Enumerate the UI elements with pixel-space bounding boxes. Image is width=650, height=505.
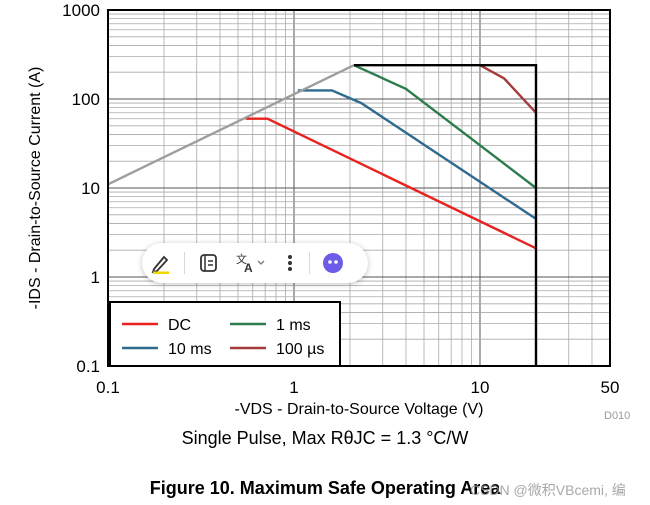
y-axis-label: -IDS - Drain-to-Source Current (A) bbox=[27, 67, 44, 310]
x-tick-label: 1 bbox=[289, 378, 298, 397]
y-tick-label: 1000 bbox=[62, 1, 100, 20]
legend-label: DC bbox=[168, 317, 191, 334]
floating-toolbar: 文 A bbox=[142, 243, 368, 283]
translate-icon: 文 A bbox=[236, 252, 265, 274]
legend-label: 100 µs bbox=[276, 341, 324, 358]
legend-box bbox=[109, 301, 341, 367]
series-line-boundary-4 bbox=[107, 64, 355, 186]
document-id: D010 bbox=[604, 410, 631, 422]
more-icon bbox=[288, 255, 292, 271]
series-line-1-ms bbox=[353, 64, 537, 189]
y-tick-label: 10 bbox=[81, 179, 100, 198]
y-tick-label: 0.1 bbox=[76, 357, 100, 376]
plot-frame bbox=[107, 9, 611, 367]
doc-icon bbox=[200, 254, 217, 272]
series-line-boundary-5 bbox=[353, 63, 538, 366]
pen-icon bbox=[151, 255, 169, 274]
highlight-pen-button[interactable] bbox=[142, 246, 180, 280]
chart-subtitle: Single Pulse, Max RθJC = 1.3 °C/W bbox=[181, 428, 469, 448]
series-line-100-µs bbox=[479, 64, 537, 114]
svg-text:文: 文 bbox=[236, 252, 247, 266]
translate-button[interactable]: 文 A bbox=[227, 246, 275, 280]
assistant-icon bbox=[323, 253, 343, 273]
y-tick-labels: 1000 100 10 1 0.1 bbox=[62, 1, 100, 376]
legend-label: 1 ms bbox=[276, 317, 311, 334]
x-tick-label: 10 bbox=[471, 378, 490, 397]
summarize-button[interactable] bbox=[189, 246, 227, 280]
series-line-dc bbox=[245, 117, 537, 250]
svg-text:A: A bbox=[244, 261, 253, 274]
x-tick-label: 0.1 bbox=[96, 378, 120, 397]
x-tick-label: 50 bbox=[601, 378, 620, 397]
legend-label: 10 ms bbox=[168, 341, 212, 358]
figure-title: Figure 10. Maximum Safe Operating Area bbox=[149, 478, 501, 498]
assistant-button[interactable] bbox=[314, 246, 352, 280]
x-axis-label: -VDS - Drain-to-Source Voltage (V) bbox=[235, 401, 484, 418]
toolbar-divider bbox=[309, 252, 310, 274]
more-button[interactable] bbox=[275, 246, 305, 280]
series-lines bbox=[107, 63, 538, 366]
toolbar-divider bbox=[184, 252, 185, 274]
watermark: CSDN @微积VBcemi, 编 bbox=[470, 482, 626, 498]
y-tick-label: 1 bbox=[91, 268, 100, 287]
series-line-10-ms bbox=[297, 89, 537, 220]
legend: DC 1 ms 10 ms 100 µs bbox=[109, 301, 341, 367]
x-tick-labels: 0.1 1 10 50 bbox=[96, 378, 619, 397]
y-tick-label: 100 bbox=[72, 90, 100, 109]
